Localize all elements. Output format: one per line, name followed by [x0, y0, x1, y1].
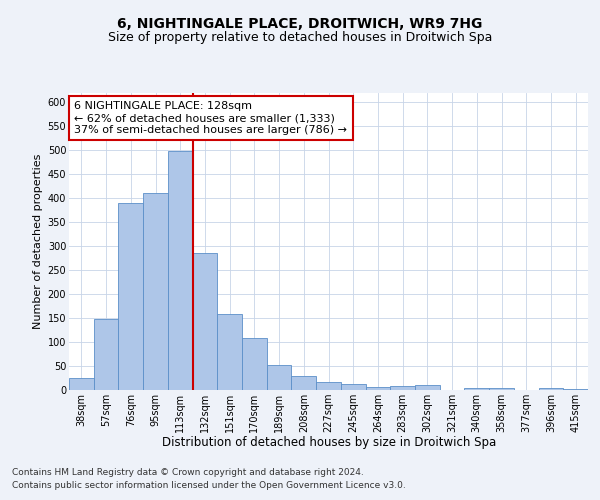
- Bar: [193, 253, 217, 390]
- Y-axis label: Number of detached properties: Number of detached properties: [34, 154, 43, 329]
- Bar: [390, 386, 415, 390]
- Bar: [563, 388, 588, 390]
- Bar: [267, 364, 292, 390]
- Bar: [143, 194, 168, 390]
- Bar: [415, 385, 440, 390]
- Bar: [464, 388, 489, 390]
- Bar: [292, 376, 316, 390]
- Bar: [539, 388, 563, 390]
- Text: 6, NIGHTINGALE PLACE, DROITWICH, WR9 7HG: 6, NIGHTINGALE PLACE, DROITWICH, WR9 7HG: [118, 18, 482, 32]
- Bar: [168, 151, 193, 390]
- Text: Contains HM Land Registry data © Crown copyright and database right 2024.: Contains HM Land Registry data © Crown c…: [12, 468, 364, 477]
- Bar: [489, 388, 514, 390]
- Bar: [94, 319, 118, 390]
- Bar: [365, 387, 390, 390]
- Text: 6 NIGHTINGALE PLACE: 128sqm
← 62% of detached houses are smaller (1,333)
37% of : 6 NIGHTINGALE PLACE: 128sqm ← 62% of det…: [74, 102, 347, 134]
- Text: Size of property relative to detached houses in Droitwich Spa: Size of property relative to detached ho…: [108, 31, 492, 44]
- Bar: [217, 314, 242, 390]
- Bar: [69, 378, 94, 390]
- Text: Contains public sector information licensed under the Open Government Licence v3: Contains public sector information licen…: [12, 480, 406, 490]
- Bar: [118, 203, 143, 390]
- Bar: [242, 338, 267, 390]
- Text: Distribution of detached houses by size in Droitwich Spa: Distribution of detached houses by size …: [161, 436, 496, 449]
- Bar: [316, 382, 341, 390]
- Bar: [341, 384, 365, 390]
